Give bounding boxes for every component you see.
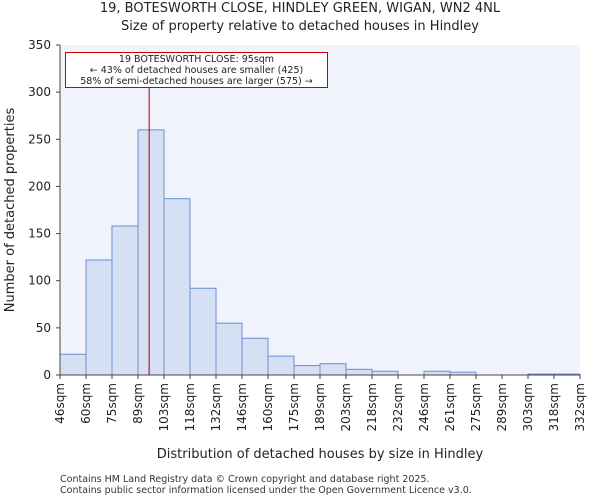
x-tick-label: 103sqm [157,383,171,431]
bar-146sqm [241,337,269,376]
y-axis-label: Number of detached properties [3,108,18,313]
bar-175sqm [293,365,321,376]
annotation-line-1: 19 BOTESWORTH CLOSE: 95sqm [118,54,275,65]
x-tick-label: 318sqm [547,383,561,431]
annotation-line-3: 58% of semi-detached houses are larger (… [80,76,313,87]
annotation-box: 19 BOTESWORTH CLOSE: 95sqm ← 43% of deta… [65,52,328,88]
y-axis-ticks: 0 50 100 150 200 250 300 350 [28,38,60,382]
x-axis-ticks: 46sqm 60sqm 75sqm 89sqm 103sqm 118sqm 132sqm 14… [53,375,587,431]
x-tick-label: 160sqm [261,383,275,431]
bar-46sqm [59,353,87,376]
bar-103sqm [163,198,191,376]
x-tick-label: 46sqm [53,383,67,424]
y-tick-label: 250 [28,132,51,146]
bars-group [59,45,581,376]
x-tick-label: 89sqm [131,383,145,424]
chart-title: 19, BOTESWORTH CLOSE, HINDLEY GREEN, WIG… [99,1,501,16]
annotation-line-2: ← 43% of detached houses are smaller (42… [89,65,304,76]
y-tick-label: 200 [28,179,51,193]
x-tick-label: 275sqm [469,383,483,431]
bar-75sqm [111,225,139,376]
bar-246sqm [423,370,451,376]
x-tick-label: 303sqm [521,383,535,431]
x-tick-label: 232sqm [391,383,405,431]
footer-line-2: Contains public sector information licen… [60,485,472,496]
x-axis-label: Distribution of detached houses by size … [157,447,484,462]
x-tick-label: 75sqm [105,383,119,424]
bar-89sqm [137,129,165,376]
x-tick-label: 261sqm [443,383,457,431]
x-tick-label: 332sqm [573,383,587,431]
bar-203sqm [345,368,373,376]
bar-189sqm [319,363,347,376]
y-tick-label: 50 [36,321,51,335]
y-tick-label: 300 [28,85,51,99]
x-tick-label: 218sqm [365,383,379,431]
chart-subtitle: Size of property relative to detached ho… [121,19,479,34]
bar-118sqm [189,287,217,376]
x-tick-label: 189sqm [313,383,327,431]
x-tick-label: 203sqm [339,383,353,431]
x-tick-label: 146sqm [235,383,249,431]
bar-160sqm [267,355,295,376]
x-tick-label: 175sqm [287,383,301,431]
y-tick-label: 350 [28,38,51,52]
x-tick-label: 60sqm [79,383,93,424]
bar-60sqm [85,259,113,376]
footer-line-1: Contains HM Land Registry data © Crown c… [60,474,430,485]
bar-218sqm [371,370,399,376]
y-tick-label: 100 [28,274,51,288]
x-tick-label: 118sqm [183,383,197,431]
x-tick-label: 289sqm [495,383,509,431]
bar-132sqm [215,322,243,376]
y-tick-label: 0 [43,368,51,382]
x-tick-label: 132sqm [209,383,223,431]
y-tick-label: 150 [28,227,51,241]
x-tick-label: 246sqm [417,383,431,431]
